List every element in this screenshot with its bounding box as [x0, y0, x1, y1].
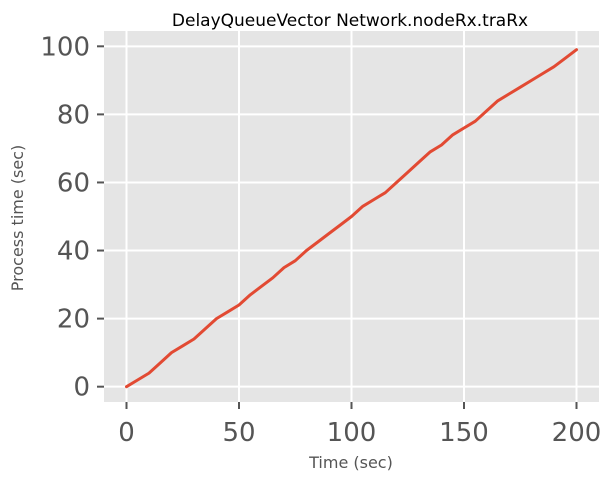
y-tick-label: 0 — [73, 373, 90, 403]
x-tick-label: 50 — [222, 418, 255, 448]
x-tick-label: 200 — [552, 418, 602, 448]
x-tick-label: 0 — [118, 418, 135, 448]
x-tick-label: 100 — [327, 418, 377, 448]
y-axis-label: Process time (sec) — [8, 145, 27, 291]
axis-ticks: 0 50 100 150 200 0 20 40 60 80 100 — [40, 32, 601, 448]
series-layer — [125, 48, 578, 389]
x-axis-label: Time (sec) — [308, 453, 393, 472]
y-tick-label: 60 — [57, 168, 90, 198]
y-tick-label: 100 — [40, 32, 90, 62]
x-tick-label: 150 — [439, 418, 489, 448]
series-line — [125, 48, 578, 389]
y-tick-label: 20 — [57, 305, 90, 335]
chart-title: DelayQueueVector Network.nodeRx.traRx — [172, 11, 528, 31]
y-tick-label: 80 — [57, 100, 90, 130]
y-tick-label: 40 — [57, 237, 90, 267]
